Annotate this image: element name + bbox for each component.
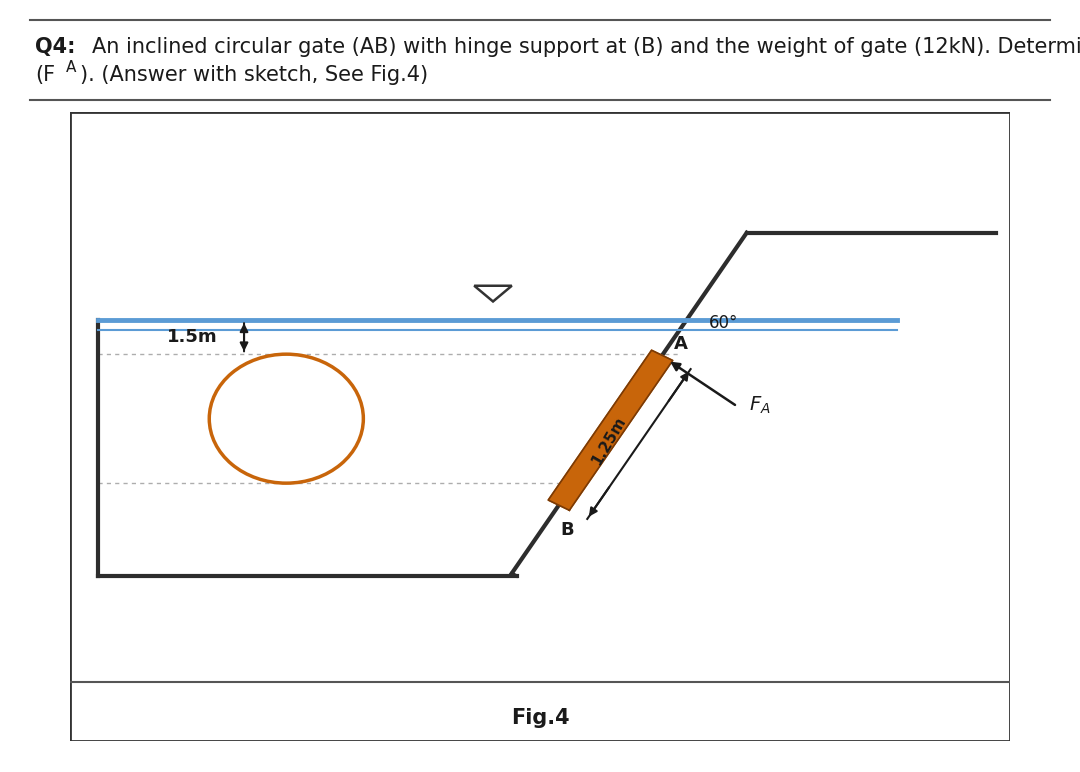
Text: B: B [561,521,575,539]
Text: Fig.4: Fig.4 [511,707,569,727]
Text: An inclined circular gate (AB) with hinge support at (B) and the weight of gate : An inclined circular gate (AB) with hing… [92,37,1080,57]
Text: (F: (F [35,65,55,85]
Polygon shape [549,350,673,510]
Text: ). (Answer with sketch, See Fig.4): ). (Answer with sketch, See Fig.4) [80,65,428,85]
Text: 1.5m: 1.5m [167,328,218,347]
Text: A: A [674,335,687,353]
Text: $F_A$: $F_A$ [748,394,770,415]
Text: 60°: 60° [710,313,739,332]
Text: 1.25m: 1.25m [589,414,629,467]
Text: Q4:: Q4: [35,37,76,57]
Text: A: A [66,60,77,75]
